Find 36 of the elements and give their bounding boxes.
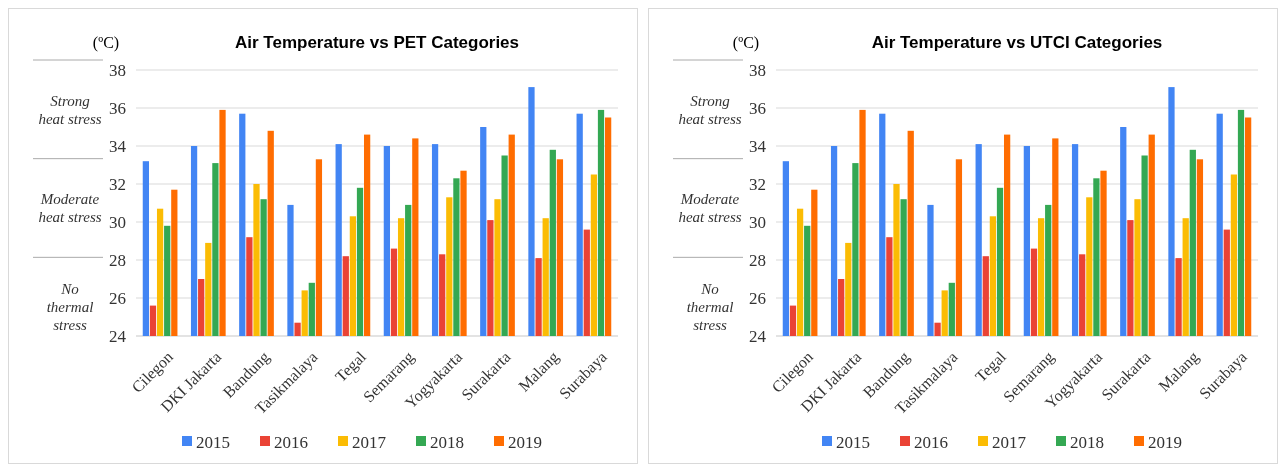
text: Strong heat stress	[38, 92, 102, 127]
y-tick-label: 28	[749, 250, 766, 270]
legend-label: 2015	[196, 432, 230, 452]
text: Moderate heat stress	[678, 191, 742, 226]
y-tick-label: 30	[109, 212, 126, 232]
y-axis-title: (ºC)	[732, 34, 760, 52]
y-tick-label: 38	[749, 60, 766, 80]
y-tick-label: 28	[109, 250, 126, 270]
chart-title: Air Temperature vs PET Categories	[234, 33, 520, 52]
text: No thermal stress	[686, 280, 734, 333]
y-tick-label: 32	[109, 174, 126, 194]
text: No thermal stress	[46, 280, 94, 333]
y-tick-label: 36	[109, 98, 126, 118]
y-tick-label: 30	[749, 212, 766, 232]
y-tick-label: 32	[749, 174, 766, 194]
legend-label: 2019	[1148, 432, 1182, 452]
legend-label: 2016	[274, 432, 308, 452]
chart-title: Air Temperature vs UTCI Categories	[871, 33, 1163, 52]
y-tick-label: 36	[749, 98, 766, 118]
legend-label: 2018	[1070, 432, 1104, 452]
y-tick-label: 38	[109, 60, 126, 80]
y-tick-label: 24	[109, 326, 127, 346]
y-tick-label: 34	[749, 136, 767, 156]
y-axis-title: (ºC)	[92, 34, 120, 52]
legend-label: 2019	[508, 432, 542, 452]
legend-label: 2017	[992, 432, 1027, 452]
legend-label: 2015	[836, 432, 870, 452]
y-tick-label: 26	[749, 288, 766, 308]
legend-label: 2016	[914, 432, 948, 452]
legend-label: 2018	[430, 432, 464, 452]
text: Moderate heat stress	[38, 191, 102, 226]
text: Strong heat stress	[678, 92, 742, 127]
y-tick-label: 24	[749, 326, 767, 346]
y-tick-label: 26	[109, 288, 126, 308]
legend-label: 2017	[352, 432, 387, 452]
y-tick-label: 34	[109, 136, 127, 156]
